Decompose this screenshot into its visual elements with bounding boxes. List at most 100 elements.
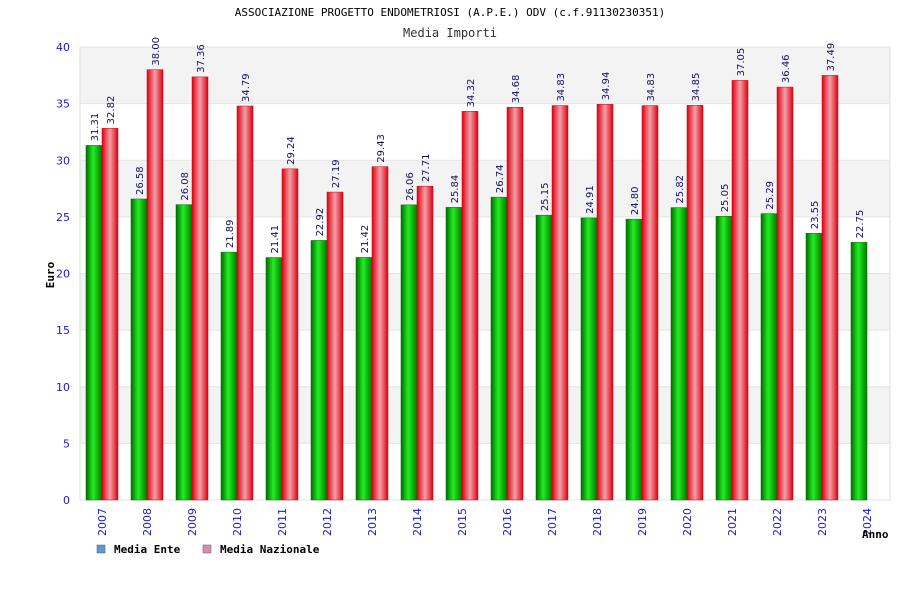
value-label: 37.36 xyxy=(196,44,207,73)
value-label: 37.05 xyxy=(736,48,747,77)
chart-title: ASSOCIAZIONE PROGETTO ENDOMETRIOSI (A.P.… xyxy=(235,6,665,19)
y-tick-label: 40 xyxy=(56,41,70,54)
bar-media-ente-2023 xyxy=(805,233,823,501)
grid-band xyxy=(80,103,890,161)
bar-media-nazionale-2008 xyxy=(146,69,164,501)
y-tick-label: 30 xyxy=(56,154,70,167)
value-label: 23.55 xyxy=(810,201,821,230)
bar-media-ente-2024 xyxy=(850,242,868,501)
bar-media-ente-2018 xyxy=(580,217,598,501)
bar-media-ente-2021 xyxy=(715,216,733,501)
y-tick-label: 5 xyxy=(63,437,70,450)
bar-media-ente-2007 xyxy=(85,145,103,501)
y-tick-label: 25 xyxy=(56,211,70,224)
bar-media-nazionale-2013 xyxy=(371,166,389,501)
value-label: 25.29 xyxy=(765,181,776,210)
x-tick-label: 2012 xyxy=(321,508,334,536)
bar-media-ente-2019 xyxy=(625,218,643,501)
x-tick-label: 2008 xyxy=(141,508,154,536)
chart-subtitle: Media Importi xyxy=(403,26,497,40)
value-labels-group: 31.31 32.82 26.58 38.00 26.08 37.36 21.89 34.79… xyxy=(90,37,866,254)
bar-media-nazionale-2015 xyxy=(461,111,479,501)
value-label: 25.84 xyxy=(450,175,461,204)
x-tick-label: 2007 xyxy=(96,508,109,536)
bar-media-ente-2011 xyxy=(265,257,283,501)
value-label: 27.19 xyxy=(331,159,342,188)
value-label: 38.00 xyxy=(151,37,162,66)
x-tick-label: 2014 xyxy=(411,508,424,536)
legend-swatch-media-nazionale xyxy=(202,544,212,554)
y-axis-label: Euro xyxy=(44,261,57,288)
x-tick-label: 2023 xyxy=(816,508,829,536)
legend-label-media-ente: Media Ente xyxy=(114,543,181,556)
value-label: 29.43 xyxy=(376,134,387,163)
x-tick-label: 2009 xyxy=(186,508,199,536)
value-label: 25.82 xyxy=(675,175,686,204)
grid-band xyxy=(80,386,890,444)
value-label: 34.83 xyxy=(556,73,567,102)
bar-media-nazionale-2020 xyxy=(686,105,704,501)
bar-media-ente-2010 xyxy=(220,251,238,501)
value-label: 26.08 xyxy=(180,172,191,201)
grid-band xyxy=(80,216,890,274)
x-tick-label: 2016 xyxy=(501,508,514,536)
x-tick-label: 2019 xyxy=(636,508,649,536)
bar-media-ente-2009 xyxy=(175,204,193,501)
bar-media-nazionale-2009 xyxy=(191,76,209,501)
bar-media-nazionale-2019 xyxy=(641,105,659,501)
bar-media-nazionale-2011 xyxy=(281,168,299,501)
bar-media-ente-2008 xyxy=(130,198,148,501)
x-tick-label: 2022 xyxy=(771,508,784,536)
value-label: 36.46 xyxy=(781,54,792,83)
y-tick-label: 0 xyxy=(63,494,70,507)
value-label: 22.92 xyxy=(315,208,326,237)
bar-media-nazionale-2021 xyxy=(731,80,749,501)
y-tick-label: 15 xyxy=(56,324,70,337)
y-tick-label: 35 xyxy=(56,98,70,111)
grid-band xyxy=(80,273,890,331)
y-tick-label: 20 xyxy=(56,268,70,281)
bar-media-nazionale-2018 xyxy=(596,104,614,501)
grid-bands xyxy=(79,46,891,501)
value-label: 22.75 xyxy=(855,210,866,239)
x-tick-label: 2018 xyxy=(591,508,604,536)
value-label: 27.71 xyxy=(421,154,432,183)
value-label: 34.32 xyxy=(466,79,477,108)
value-label: 26.58 xyxy=(135,166,146,195)
bar-media-ente-2022 xyxy=(760,213,778,501)
bar-media-nazionale-2012 xyxy=(326,191,344,501)
bar-media-ente-2012 xyxy=(310,240,328,501)
y-tick-label: 10 xyxy=(56,381,70,394)
value-label: 26.74 xyxy=(495,165,506,194)
grid-band xyxy=(80,443,890,500)
bar-media-nazionale-2016 xyxy=(506,106,524,501)
value-label: 34.85 xyxy=(691,73,702,102)
value-label: 34.94 xyxy=(601,72,612,101)
bar-media-nazionale-2007 xyxy=(101,128,119,501)
x-tick-label: 2017 xyxy=(546,508,559,536)
value-label: 32.82 xyxy=(106,96,117,125)
x-tick-label: 2021 xyxy=(726,508,739,536)
value-label: 26.06 xyxy=(405,172,416,201)
x-tick-label: 2024 xyxy=(861,508,874,536)
x-tick-label: 2011 xyxy=(276,508,289,536)
x-axis-label: Anno xyxy=(862,528,889,541)
value-label: 31.31 xyxy=(90,113,101,142)
grid-band xyxy=(80,160,890,217)
x-tick-label: 2015 xyxy=(456,508,469,536)
bar-media-ente-2013 xyxy=(355,257,373,501)
bar-media-ente-2015 xyxy=(445,207,463,501)
legend-label-media-nazionale: Media Nazionale xyxy=(220,543,320,556)
legend: Media Ente Media Nazionale xyxy=(96,543,320,556)
bar-media-ente-2014 xyxy=(400,204,418,501)
x-tick-label: 2010 xyxy=(231,508,244,536)
bar-media-ente-2020 xyxy=(670,207,688,501)
bar-media-nazionale-2017 xyxy=(551,105,569,501)
x-axis-ticks: 2007 2008 2009 2010 2011 2012 2013 2014 2015 2016… xyxy=(96,508,874,536)
legend-swatch-media-ente xyxy=(96,544,106,554)
x-tick-label: 2013 xyxy=(366,508,379,536)
value-label: 34.79 xyxy=(241,73,252,102)
value-label: 34.83 xyxy=(646,73,657,102)
value-label: 24.80 xyxy=(630,186,641,215)
